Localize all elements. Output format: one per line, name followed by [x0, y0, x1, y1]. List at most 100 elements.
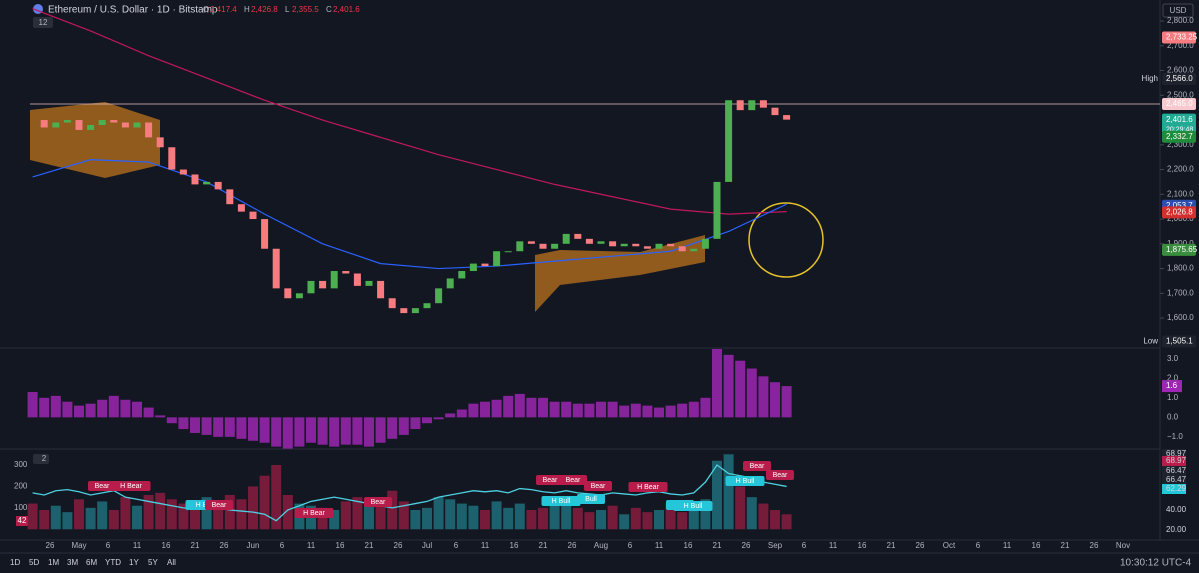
value-label: 68.97: [1166, 449, 1187, 458]
time-tick-label: 16: [510, 541, 519, 550]
price-badge: [1162, 206, 1196, 219]
range-button[interactable]: 5D: [29, 558, 39, 567]
osc-bar: [770, 382, 780, 418]
range-button[interactable]: 3M: [67, 558, 78, 567]
envelope-band: [30, 102, 160, 178]
osc-bar: [224, 417, 235, 437]
price-badge: [1162, 72, 1196, 85]
ohlc-item: L: [285, 5, 290, 14]
osc-bar: [630, 403, 641, 418]
volume-bar: [526, 510, 537, 530]
candle: [156, 137, 164, 148]
ohlc-item: 2,426.8: [251, 5, 278, 14]
osc-bar: [306, 417, 316, 443]
osc-bar: [514, 393, 525, 418]
candle: [701, 238, 709, 249]
time-tick-label: Oct: [943, 541, 956, 550]
time-tick-label: 6: [454, 541, 459, 550]
osc-bar: [468, 403, 479, 418]
osc-bar: [97, 399, 108, 418]
price-tick-label: 1,600.0: [1167, 313, 1194, 322]
osc-bar: [178, 417, 189, 430]
volume-bar: [213, 505, 224, 530]
currency-button[interactable]: [1162, 3, 1194, 18]
time-tick-label: Nov: [1116, 541, 1130, 550]
highlight-circle: [748, 202, 824, 278]
range-button[interactable]: 6M: [86, 558, 97, 567]
time-tick-label: 6: [976, 541, 981, 550]
osc-bar: [549, 401, 560, 418]
signal-tag: [628, 482, 668, 492]
signal-tag: [559, 475, 587, 485]
range-button[interactable]: 5Y: [148, 558, 158, 567]
price-tick-label: 2,800.0: [1167, 16, 1194, 25]
osc-bar: [329, 417, 340, 447]
osc-bar: [27, 391, 38, 418]
candle: [87, 124, 95, 130]
candle: [295, 293, 303, 299]
volume-bar: [410, 510, 421, 530]
volume-bar: [398, 501, 409, 530]
price-badge-label: 2,332.7: [1166, 132, 1193, 141]
time-tick-label: 11: [481, 541, 490, 550]
osc-bar: [271, 417, 282, 447]
osc-bar: [572, 403, 583, 418]
candle: [527, 241, 535, 244]
osc-bar: [294, 417, 305, 447]
signal-label: Bear: [591, 483, 606, 490]
osc-bar: [677, 403, 688, 418]
range-button[interactable]: All: [167, 558, 176, 567]
time-tick-label: Jun: [247, 541, 260, 550]
vol-tick-label: 100: [14, 503, 28, 512]
clock: 10:30:12 UTC-4: [1120, 558, 1192, 569]
osc-bar: [50, 395, 61, 418]
value-badge: [1162, 456, 1186, 466]
osc-tick-label: 2.0: [1167, 373, 1179, 382]
volume-bar: [630, 507, 641, 530]
value-label: 62.29: [1166, 484, 1187, 493]
candle: [481, 263, 489, 267]
price-badge: [1162, 113, 1196, 136]
envelope-band: [535, 235, 705, 312]
vol-tick-label: 300: [14, 460, 28, 469]
price-badge-tag: High: [1142, 74, 1158, 83]
range-button[interactable]: YTD: [105, 558, 121, 567]
volume-bar: [514, 503, 525, 530]
pane-toggle[interactable]: [33, 454, 49, 464]
value-badge: [1162, 466, 1186, 476]
candle: [597, 241, 605, 244]
signal-tag: [536, 475, 564, 485]
osc-bar: [282, 417, 293, 449]
osc-bar: [758, 376, 769, 418]
moving-average: [32, 159, 787, 270]
signal-label: Bear: [566, 477, 581, 484]
candle: [783, 115, 791, 120]
indicator-toggle[interactable]: [33, 17, 53, 28]
osc-bar: [375, 417, 386, 443]
signal-label: H Bull: [552, 498, 571, 505]
candle: [319, 280, 327, 289]
volume-bar: [572, 507, 583, 530]
time-tick-label: Aug: [594, 541, 608, 550]
osc-bar: [166, 417, 177, 424]
ohlc-item: 2,355.5: [292, 5, 319, 14]
candle: [423, 303, 431, 309]
osc-bar: [642, 405, 653, 418]
volume-bar: [50, 505, 61, 530]
value-label: 66.47: [1166, 466, 1187, 475]
value-label: 66.47: [1166, 475, 1187, 484]
candle: [110, 120, 118, 123]
volume-bar: [619, 514, 630, 530]
signal-label: Bear: [750, 463, 765, 470]
range-button[interactable]: 1Y: [129, 558, 139, 567]
candle: [551, 243, 559, 249]
osc-current: 1.6: [1166, 381, 1178, 390]
range-button[interactable]: 1D: [10, 558, 20, 567]
range-button[interactable]: 1M: [48, 558, 59, 567]
volume-bar: [677, 512, 688, 530]
candle: [736, 100, 744, 111]
candle: [214, 181, 222, 190]
time-tick-label: 6: [802, 541, 807, 550]
candle: [40, 120, 48, 128]
